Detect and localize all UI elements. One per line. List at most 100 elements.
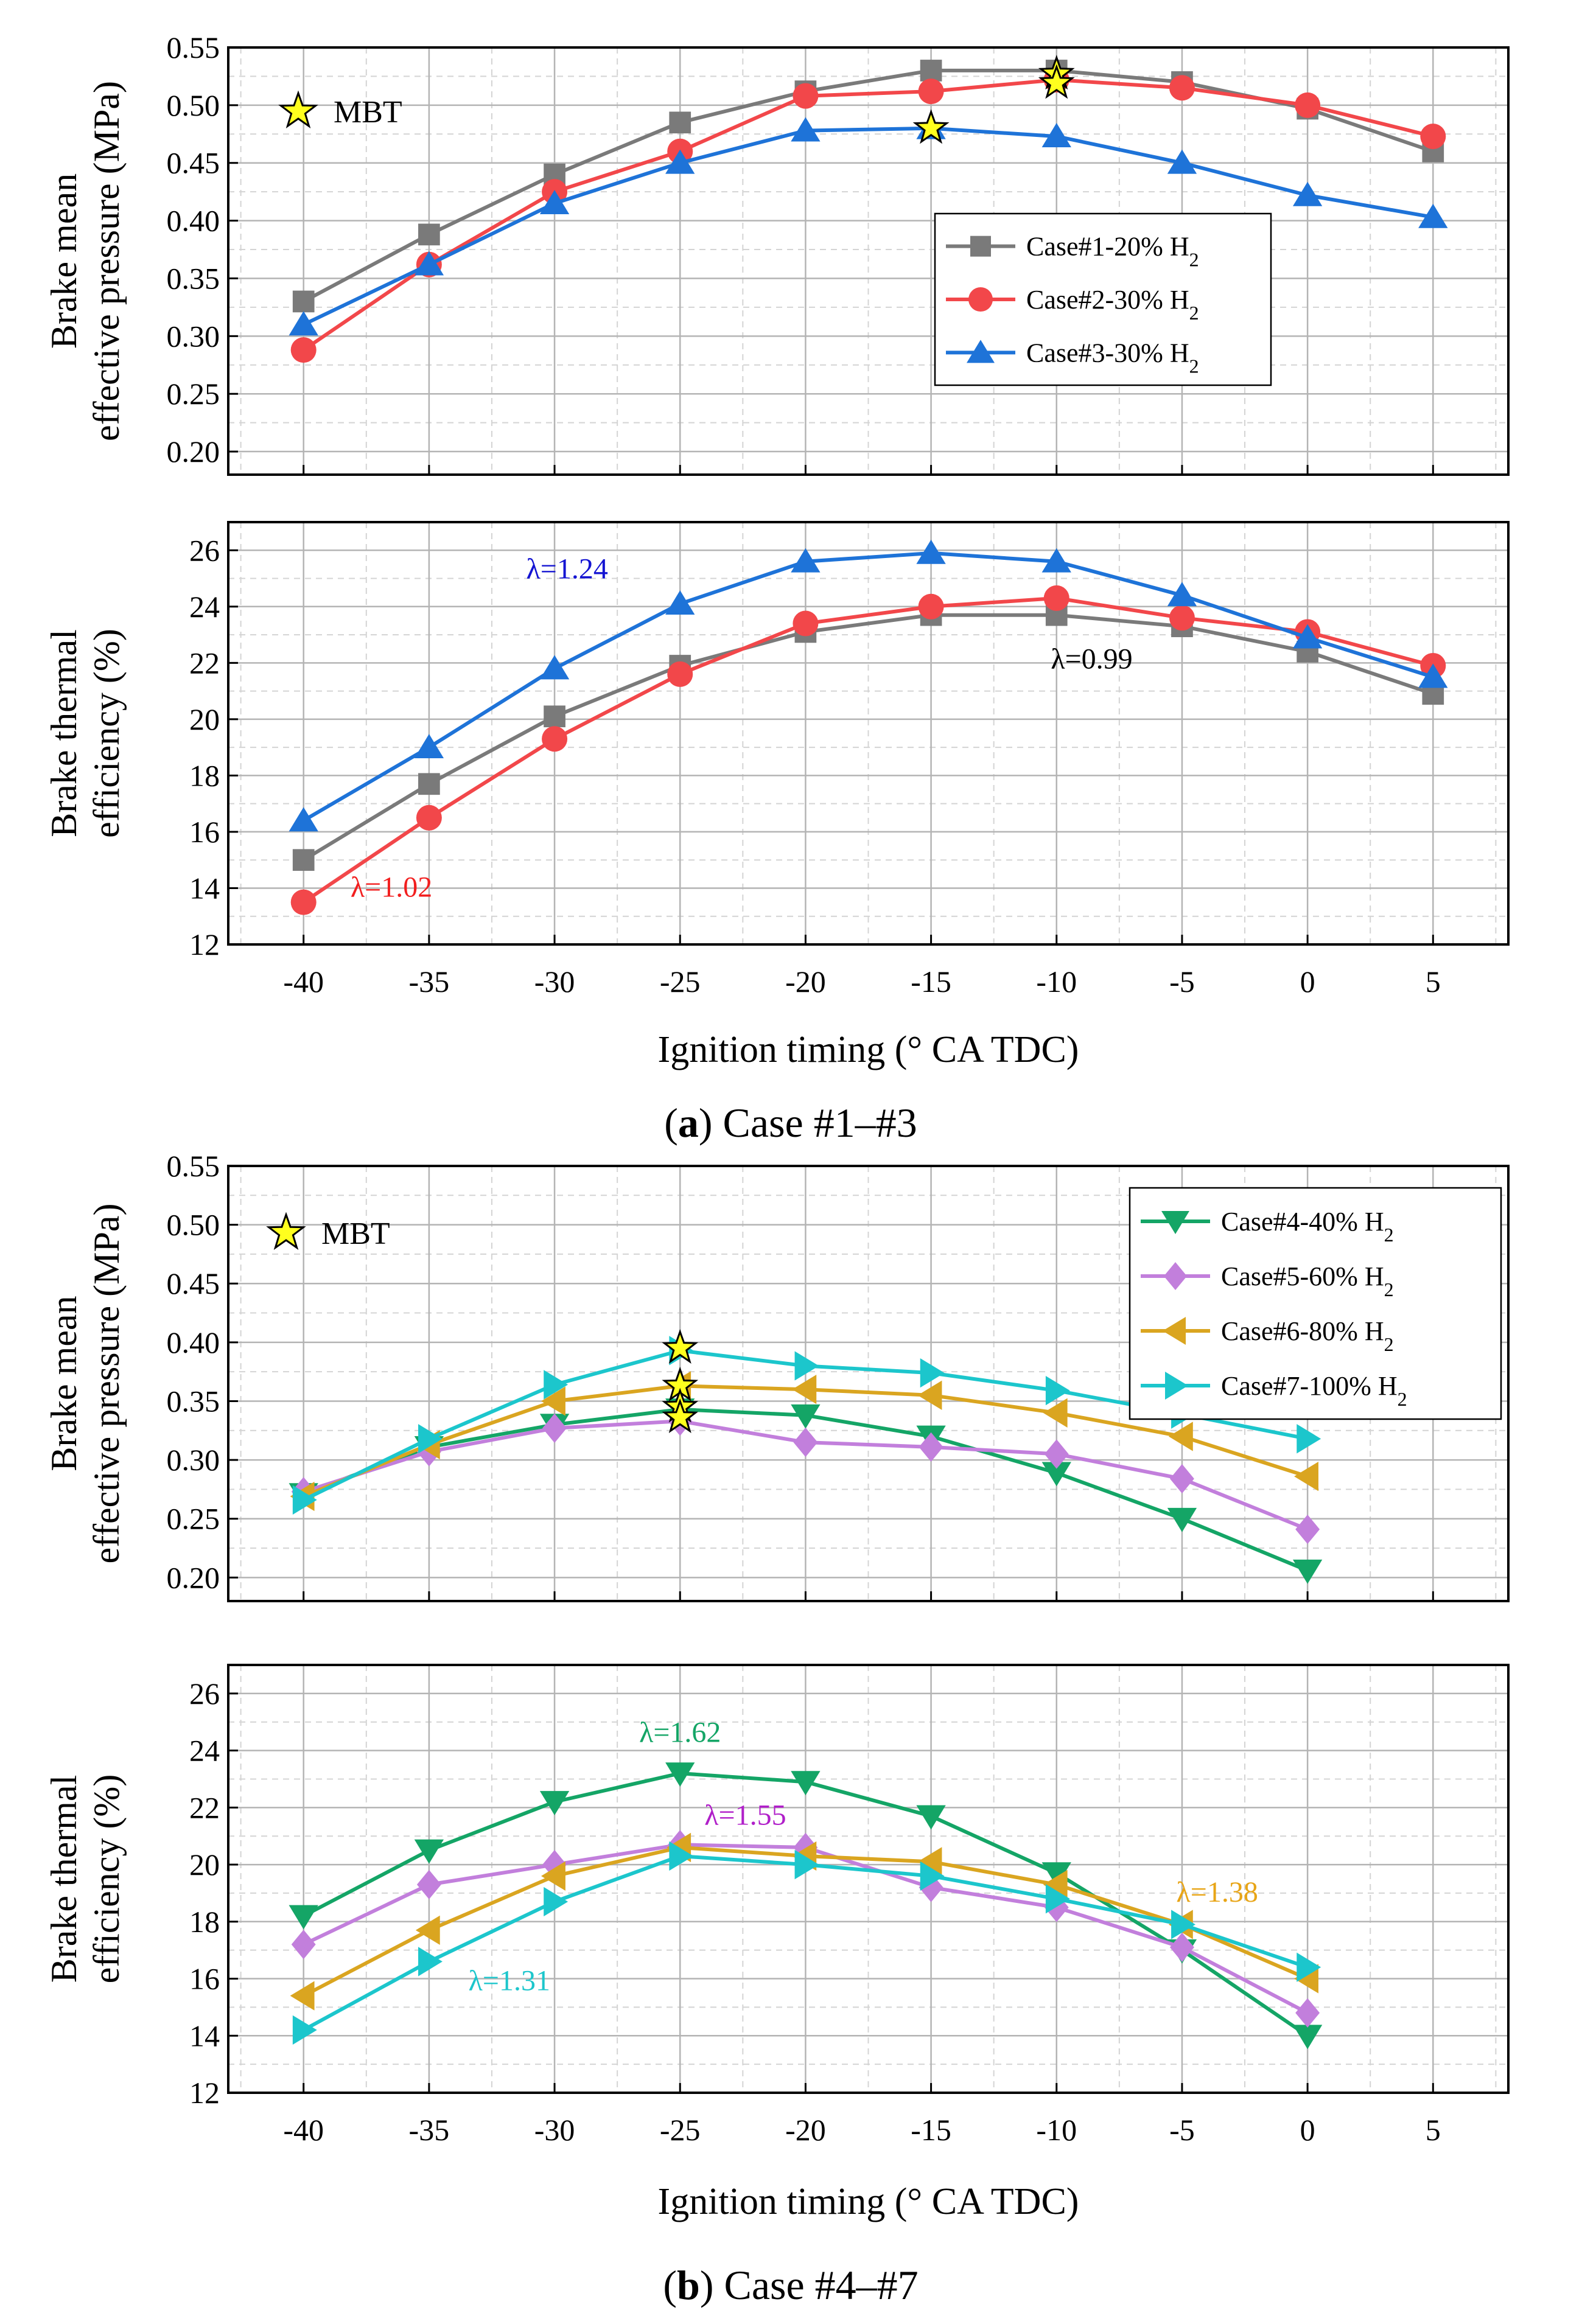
series-2-point-3 bbox=[542, 1413, 567, 1443]
legend-entry-3-subscript: 2 bbox=[1189, 355, 1199, 377]
series-3-point-9 bbox=[1294, 1462, 1318, 1492]
x-tick-label-8: 0 bbox=[1300, 2113, 1315, 2147]
mbt-star-4 bbox=[662, 1398, 699, 1434]
series-2-point-8 bbox=[1169, 1932, 1194, 1963]
mbt-star-2 bbox=[1038, 64, 1075, 99]
series-1-point-2 bbox=[418, 773, 440, 795]
y-tick-label-3: 18 bbox=[189, 758, 220, 792]
series-3-point-2 bbox=[414, 251, 444, 276]
x-tick-label-6: -10 bbox=[1036, 2113, 1077, 2147]
y-tick-label-0: 12 bbox=[189, 2076, 220, 2110]
series-1-point-2 bbox=[414, 1839, 444, 1864]
series-2-point-9 bbox=[1295, 1998, 1320, 2028]
series-3-point-7 bbox=[1041, 123, 1071, 147]
legend-entry-3-label: Case#3-30% H2 bbox=[1026, 338, 1199, 377]
series-1-point-6 bbox=[916, 1805, 946, 1830]
x-tick-label-3: -25 bbox=[660, 2113, 701, 2147]
x-tick-label-9: 5 bbox=[1426, 2113, 1441, 2147]
series-4-point-1 bbox=[292, 1485, 317, 1515]
series-3-line bbox=[303, 126, 1433, 327]
series-3-point-10 bbox=[1418, 663, 1448, 688]
series-3-point-3 bbox=[539, 190, 570, 214]
legend-entry-2-name: Case#5-60% H bbox=[1221, 1261, 1384, 1291]
y-axis-label-line2: effective pressure (MPa) bbox=[86, 1204, 127, 1564]
y-axis-label: Brake meaneffective pressure (MPa) bbox=[44, 1204, 127, 1564]
plot-frame bbox=[227, 1664, 1510, 2094]
legend-entry-1-marker bbox=[970, 236, 991, 257]
x-tick-label-4: -20 bbox=[785, 965, 826, 999]
series-2-point-6 bbox=[918, 593, 944, 619]
series-1-point-3 bbox=[539, 1791, 570, 1816]
y-tick-label-0: 0.20 bbox=[167, 434, 220, 469]
y-tick-label-5: 22 bbox=[189, 646, 220, 680]
annotation-lambda-1: λ=1.62 bbox=[639, 1717, 721, 1749]
panel-a-bmep-chart: 0.20 0.25 0.30 0.35 0.40 0.45 0.50 0.55 Brake me… bbox=[44, 30, 1510, 476]
series-2-point-1 bbox=[290, 337, 317, 363]
series-3-point-10 bbox=[1418, 203, 1448, 228]
series-4-point-6 bbox=[920, 1861, 945, 1891]
caption-b-letter: b bbox=[677, 2262, 700, 2308]
y-axis-label: Brake meaneffective pressure (MPa) bbox=[44, 81, 127, 441]
mbt-legend-star-icon bbox=[266, 1212, 306, 1251]
y-axis-label-line2: efficiency (%) bbox=[86, 629, 127, 838]
y-tick-label-6: 24 bbox=[189, 590, 220, 624]
y-tick-label-5: 0.45 bbox=[167, 1266, 220, 1300]
series-2-point-7 bbox=[1044, 1439, 1069, 1469]
caption-a-letter: a bbox=[678, 1100, 699, 1146]
series-1-point-2 bbox=[418, 223, 440, 246]
x-axis-label: Ignition timing (° CA TDC) bbox=[658, 1029, 1079, 1070]
y-tick-label-2: 16 bbox=[189, 815, 220, 849]
mbt-legend-label: MBT bbox=[321, 1216, 390, 1251]
y-tick-label-7: 26 bbox=[189, 1677, 220, 1711]
series-1-point-8 bbox=[1167, 1507, 1197, 1532]
series-3-point-2 bbox=[415, 1915, 440, 1945]
series-2-point-10 bbox=[1420, 124, 1446, 150]
x-tick-label-2: -30 bbox=[534, 965, 575, 999]
y-tick-label-1: 0.25 bbox=[167, 1502, 220, 1536]
legend-entry-4-name: Case#7-100% H bbox=[1221, 1371, 1398, 1401]
panel-a-bte-chart: 12 14 16 18 20 22 24 26 -40 -35 -30 -25 -20 -15 -10 -5 0… bbox=[44, 521, 1510, 1070]
series-2-point-7 bbox=[1044, 1893, 1069, 1922]
series-2-point-4 bbox=[667, 661, 693, 687]
series-1-point-1 bbox=[292, 290, 315, 313]
series-3-point-1 bbox=[289, 807, 318, 832]
series-4-point-6 bbox=[920, 1358, 945, 1388]
x-tick-label-9: 5 bbox=[1426, 965, 1441, 999]
panel-b-bte-chart: 12 14 16 18 20 22 24 26 -40 -35 -30 -25 -20 -15 -10 -5 0… bbox=[44, 1664, 1510, 2222]
series-4-point-8 bbox=[1171, 1910, 1195, 1939]
series-2-point-2 bbox=[416, 804, 442, 831]
y-tick-label-1: 14 bbox=[189, 2019, 220, 2053]
series-3-point-9 bbox=[1292, 624, 1323, 649]
mbt-star-3 bbox=[912, 109, 950, 144]
x-tick-label-5: -15 bbox=[911, 965, 951, 999]
series-3-line bbox=[303, 551, 1434, 822]
series-3-point-8 bbox=[1167, 582, 1197, 607]
series-4-point-4 bbox=[669, 1841, 694, 1871]
annotation-lambda-2: λ=1.55 bbox=[704, 1799, 786, 1831]
y-tick-label-5: 22 bbox=[189, 1790, 220, 1824]
series-1-line bbox=[303, 613, 1434, 862]
series-3-point-1 bbox=[289, 311, 318, 336]
legend-entry-2-name: Case#2-30% H bbox=[1026, 285, 1189, 315]
series-1-point-3 bbox=[544, 705, 565, 728]
series-1-point-9 bbox=[1292, 2025, 1323, 2050]
legend-entry-4-subscript: 2 bbox=[1398, 1388, 1407, 1410]
mbt-legend-label: MBT bbox=[334, 95, 402, 130]
plot-frame bbox=[227, 1165, 1510, 1602]
series-3-point-8 bbox=[1167, 149, 1197, 174]
x-tick-label-8: 0 bbox=[1300, 965, 1315, 999]
series-2-point-2 bbox=[416, 1869, 441, 1900]
series-2-point-1 bbox=[291, 1930, 316, 1959]
y-axis-label-line1: Brake mean bbox=[44, 173, 84, 349]
series-3-point-7 bbox=[1043, 1398, 1068, 1428]
caption-a: (a) Case #1–#3 bbox=[664, 1100, 917, 1146]
y-tick-label-6: 0.50 bbox=[167, 88, 220, 122]
y-tick-label-7: 26 bbox=[189, 533, 220, 567]
legend-entry-3-label: Case#6-80% H2 bbox=[1221, 1316, 1394, 1355]
legend-entry-1-name: Case#4-40% H bbox=[1221, 1207, 1384, 1237]
x-tick-label-3: -25 bbox=[660, 965, 701, 999]
series-2-point-6 bbox=[918, 79, 944, 105]
y-tick-label-2: 16 bbox=[189, 1962, 220, 1996]
series-4-point-5 bbox=[794, 1849, 819, 1880]
